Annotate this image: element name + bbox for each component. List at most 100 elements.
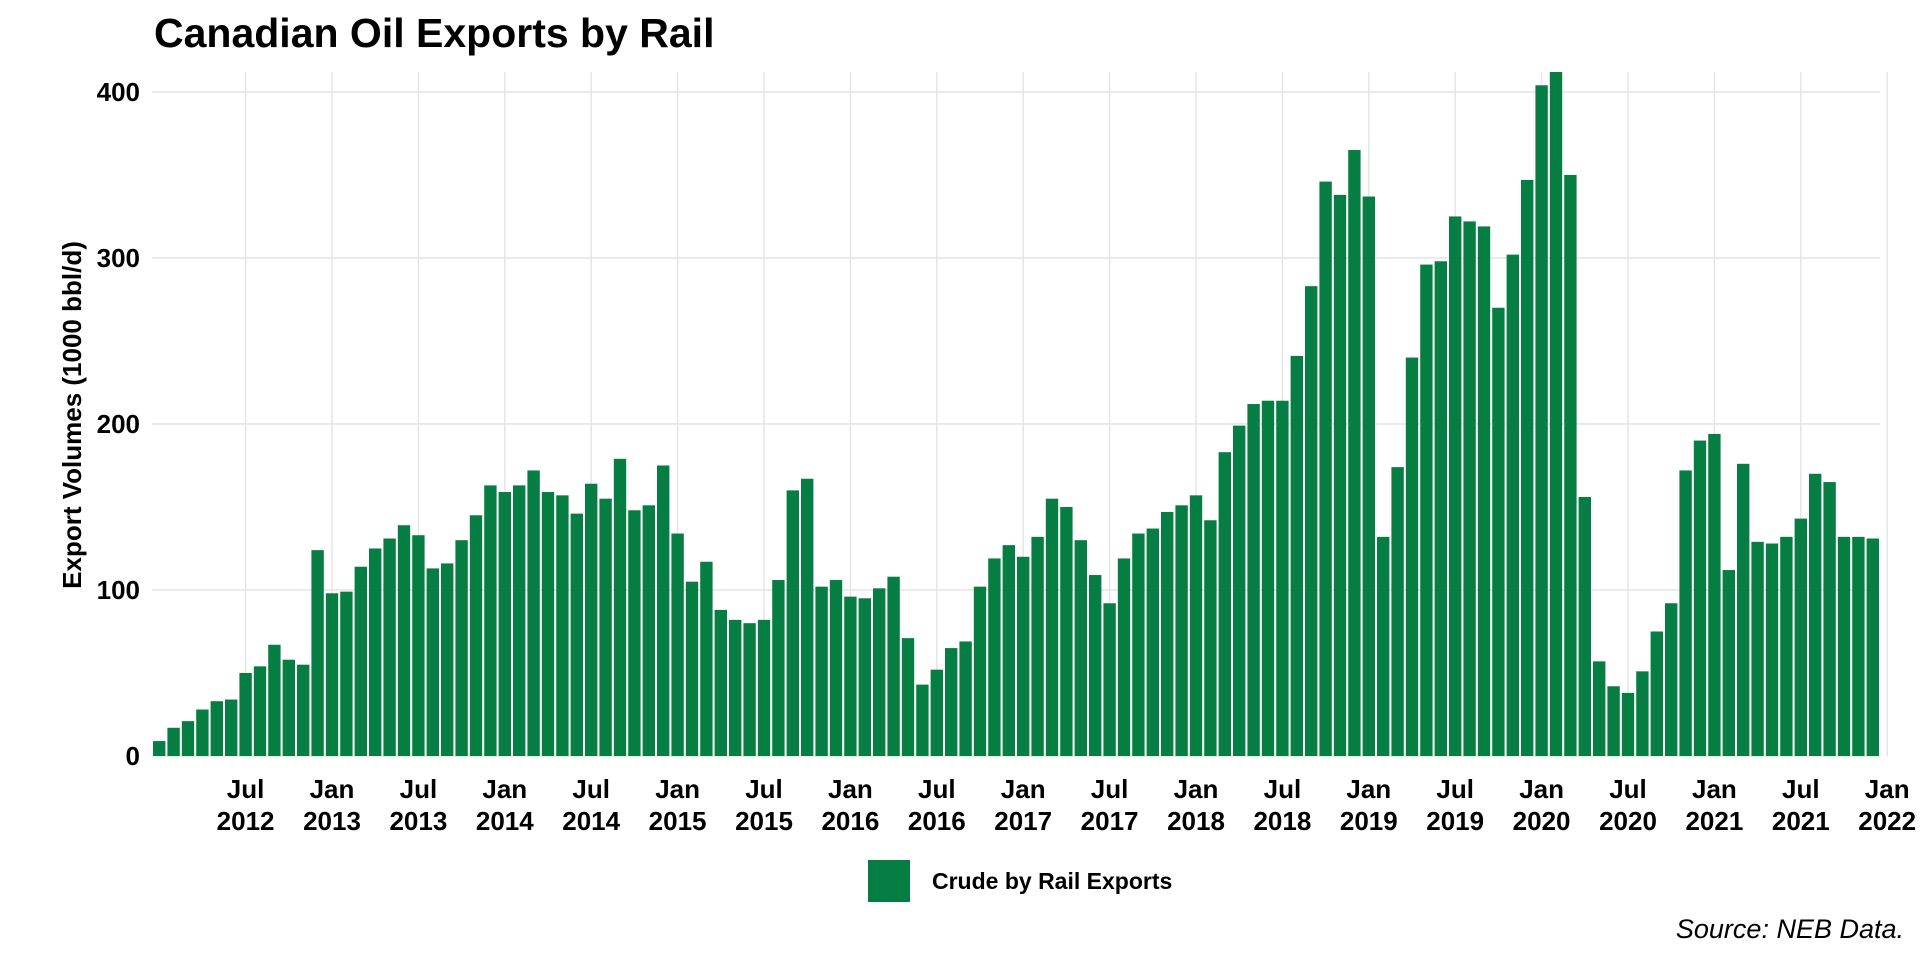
bar [513, 485, 526, 756]
x-tick-label: Jul [1436, 774, 1474, 804]
x-tick-label: 2022 [1858, 806, 1916, 836]
bar [1866, 538, 1879, 756]
bar [1737, 463, 1750, 756]
bar [196, 709, 209, 756]
x-tick-label: Jan [655, 774, 700, 804]
bar [1535, 85, 1548, 756]
bar [945, 648, 958, 756]
bar [1593, 661, 1606, 756]
bar [1405, 357, 1419, 756]
bar [469, 515, 483, 756]
bar [772, 580, 785, 756]
bar [1233, 425, 1246, 756]
bar [973, 586, 987, 756]
bar [253, 666, 267, 756]
bar [1693, 440, 1707, 756]
bar [181, 721, 195, 756]
x-tick-label: Jul [1091, 774, 1129, 804]
bar [541, 492, 555, 756]
bar [239, 672, 252, 756]
bar [369, 548, 382, 756]
x-tick-label: Jul [1782, 774, 1820, 804]
x-tick-label: Jan [1692, 774, 1737, 804]
bar [1103, 603, 1116, 756]
bar [1650, 631, 1663, 756]
bar [858, 598, 871, 756]
bar [585, 483, 598, 756]
y-axis-title: Export Volumes (1000 bbl/d) [57, 241, 87, 589]
bar [1305, 286, 1318, 756]
x-tick-label: 2015 [649, 806, 707, 836]
bar [1261, 400, 1275, 756]
x-tick-label: Jan [310, 774, 355, 804]
bar [887, 576, 900, 756]
bar [1319, 181, 1332, 756]
bar [1794, 518, 1807, 756]
x-tick-label: 2013 [389, 806, 447, 836]
bar [556, 495, 569, 756]
bar [1420, 264, 1433, 756]
bar [1074, 540, 1087, 756]
bar [1175, 505, 1188, 756]
x-tick-label: Jul [918, 774, 956, 804]
bar [757, 619, 771, 756]
bar [642, 505, 655, 756]
x-tick-label: 2017 [1081, 806, 1139, 836]
y-tick-label: 100 [97, 575, 140, 605]
bar [498, 492, 511, 756]
bar [1060, 506, 1073, 756]
bar [1621, 692, 1635, 756]
chart-title: Canadian Oil Exports by Rail [154, 10, 715, 56]
bar [1780, 536, 1793, 756]
x-tick-label: Jan [1865, 774, 1910, 804]
x-tick-label: Jul [227, 774, 265, 804]
y-axis-ticks: 0 100 200 300 400 [97, 77, 140, 771]
bar [1636, 671, 1649, 756]
bar [311, 550, 324, 756]
x-tick-label: 2019 [1340, 806, 1398, 836]
y-tick-label: 300 [97, 243, 140, 273]
bar [412, 535, 425, 756]
bar [916, 684, 929, 756]
legend-swatch [868, 860, 910, 902]
bar [657, 465, 670, 756]
bar [1247, 404, 1260, 756]
bar [153, 741, 166, 756]
bar [1276, 400, 1289, 756]
bar [1089, 575, 1102, 756]
bar [1377, 536, 1390, 756]
x-tick-label: 2021 [1772, 806, 1830, 836]
bar [1722, 570, 1735, 756]
bar [599, 498, 612, 756]
y-tick-label: 0 [126, 741, 140, 771]
source-caption: Source: NEB Data. [1675, 914, 1904, 944]
y-tick-label: 400 [97, 77, 140, 107]
bar [282, 659, 295, 756]
x-tick-label: 2017 [994, 806, 1052, 836]
bar [426, 568, 439, 756]
x-tick-label: 2015 [735, 806, 793, 836]
bar [325, 593, 339, 756]
bar [844, 596, 857, 756]
bar [1852, 536, 1865, 756]
x-tick-label: 2016 [908, 806, 966, 836]
bar [743, 623, 756, 756]
bar [786, 490, 799, 756]
x-tick-label: 2018 [1253, 806, 1311, 836]
bar [1031, 536, 1044, 756]
bar [340, 591, 353, 756]
bar [1564, 174, 1577, 757]
x-tick-label: Jan [1001, 774, 1046, 804]
x-axis-ticks: Jul2012Jan2013Jul2013Jan2014Jul2014Jan20… [217, 774, 1916, 836]
bar [1477, 226, 1491, 756]
bar [1333, 194, 1347, 756]
bar [1751, 541, 1764, 756]
bar [1549, 72, 1563, 756]
bar [441, 563, 454, 756]
bar [1449, 216, 1462, 756]
bar [1492, 307, 1505, 756]
bar [1146, 528, 1159, 756]
bars [153, 72, 1879, 757]
bar [570, 513, 583, 756]
